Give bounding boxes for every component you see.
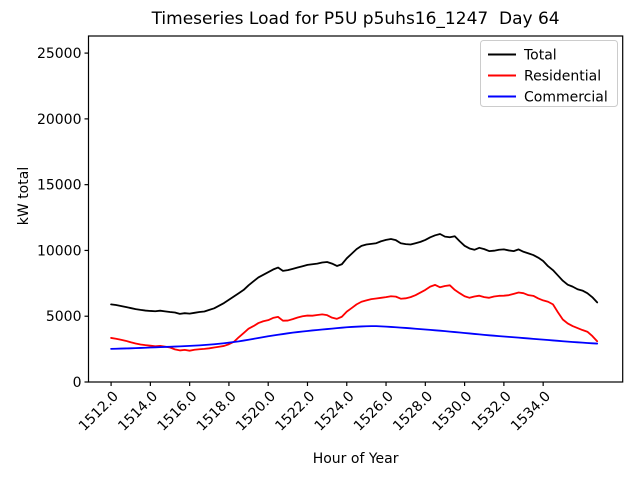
x-tick-label: 1512.0 xyxy=(76,389,122,435)
y-tick-label: 15000 xyxy=(37,178,82,194)
x-axis-label: Hour of Year xyxy=(313,451,399,467)
x-tick-label: 1520.0 xyxy=(233,389,279,435)
y-tick-label: 10000 xyxy=(37,243,82,259)
series-line-residential xyxy=(110,284,599,352)
x-tick-label: 1534.0 xyxy=(508,389,554,435)
x-tick-label: 1526.0 xyxy=(351,389,397,435)
legend-label-residential: Residential xyxy=(524,69,601,85)
x-tick-label: 1514.0 xyxy=(115,389,161,435)
x-tick-label: 1532.0 xyxy=(469,389,515,435)
series-line-commercial xyxy=(110,325,599,350)
chart-title: Timeseries Load for P5U p5uhs16_1247 Day… xyxy=(151,9,560,29)
x-tick-label: 1524.0 xyxy=(312,389,358,435)
x-tick-label: 1522.0 xyxy=(272,389,318,435)
legend-label-commercial: Commercial xyxy=(524,90,608,106)
x-tick-label: 1528.0 xyxy=(390,389,436,435)
x-tick-label: 1518.0 xyxy=(194,389,240,435)
y-tick-label: 25000 xyxy=(37,46,82,62)
axes-frame xyxy=(87,35,624,383)
legend: Total Residential Commercial xyxy=(480,40,618,107)
y-axis-label: kW total xyxy=(16,167,32,225)
y-tick-label: 5000 xyxy=(46,309,82,325)
x-tick-label: 1516.0 xyxy=(155,389,201,435)
series-line-total xyxy=(110,233,599,315)
legend-label-total: Total xyxy=(523,48,557,64)
y-tick-label: 0 xyxy=(73,375,82,391)
x-tick-label: 1530.0 xyxy=(429,389,475,435)
y-tick-label: 20000 xyxy=(37,112,82,128)
legend-box xyxy=(480,40,618,107)
